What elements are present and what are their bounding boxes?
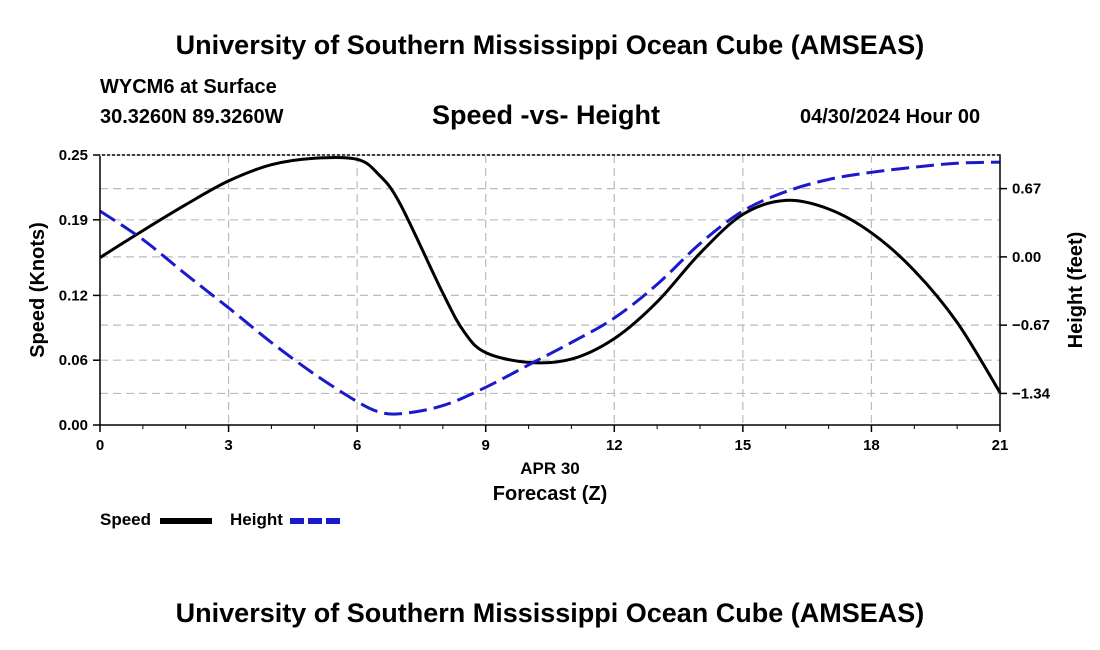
y-right-tick-label: 0.67 (1012, 181, 1041, 198)
legend-speed-swatch (160, 518, 212, 524)
y-axis-label-right: Height (feet) (1065, 232, 1087, 349)
series-line-speed (99, 155, 1002, 394)
station-label: WYCM6 at Surface (100, 76, 277, 98)
y-tick-label: 0.12 (59, 287, 88, 304)
y-right-tick-label: −1.34 (1012, 385, 1051, 402)
y-tick-label: 0.25 (59, 147, 88, 164)
x-tick-label: 6 (353, 437, 361, 454)
plot-series (99, 155, 1002, 416)
y-axis-label: Speed (Knots) (27, 222, 49, 358)
y-tick-label: 0.06 (59, 352, 88, 369)
y-tick-label: 0.00 (59, 417, 88, 434)
y-tick-label: 0.19 (59, 212, 88, 229)
legend-height-label: Height (230, 510, 283, 529)
y-right-tick-label: 0.00 (1012, 249, 1041, 266)
x-tick-label: 15 (735, 437, 752, 454)
chart-subtitle: Speed -vs- Height (432, 100, 661, 130)
legend-speed-label: Speed (100, 510, 152, 529)
x-tick-label: 9 (482, 437, 490, 454)
x-tick-label: 3 (224, 437, 232, 454)
footer-title: University of Southern Mississippi Ocean… (175, 598, 925, 628)
legend-height-swatch (290, 518, 342, 524)
x-axis-date-label: APR 30 (520, 459, 580, 478)
x-axis-label: Forecast (Z) (493, 483, 607, 505)
x-tick-label: 0 (96, 437, 104, 454)
y-right-tick-label: −0.67 (1012, 317, 1050, 334)
coordinates-label: 30.3260N 89.3260W (100, 106, 284, 128)
x-tick-label: 18 (863, 437, 880, 454)
x-tick-label: 12 (606, 437, 623, 454)
axis-ticks: 0 3 6 9 12 15 18 21 0.00 0.06 0.12 0.19 0.25 −1.34 −0.… (59, 147, 1051, 454)
x-tick-label: 21 (992, 437, 1009, 454)
series-line-height (99, 160, 1001, 416)
plot-frame (99, 154, 1001, 426)
forecast-datetime: 04/30/2024 Hour 00 (800, 106, 981, 128)
chart-title: University of Southern Mississippi Ocean… (175, 30, 925, 60)
grid (100, 155, 1000, 425)
